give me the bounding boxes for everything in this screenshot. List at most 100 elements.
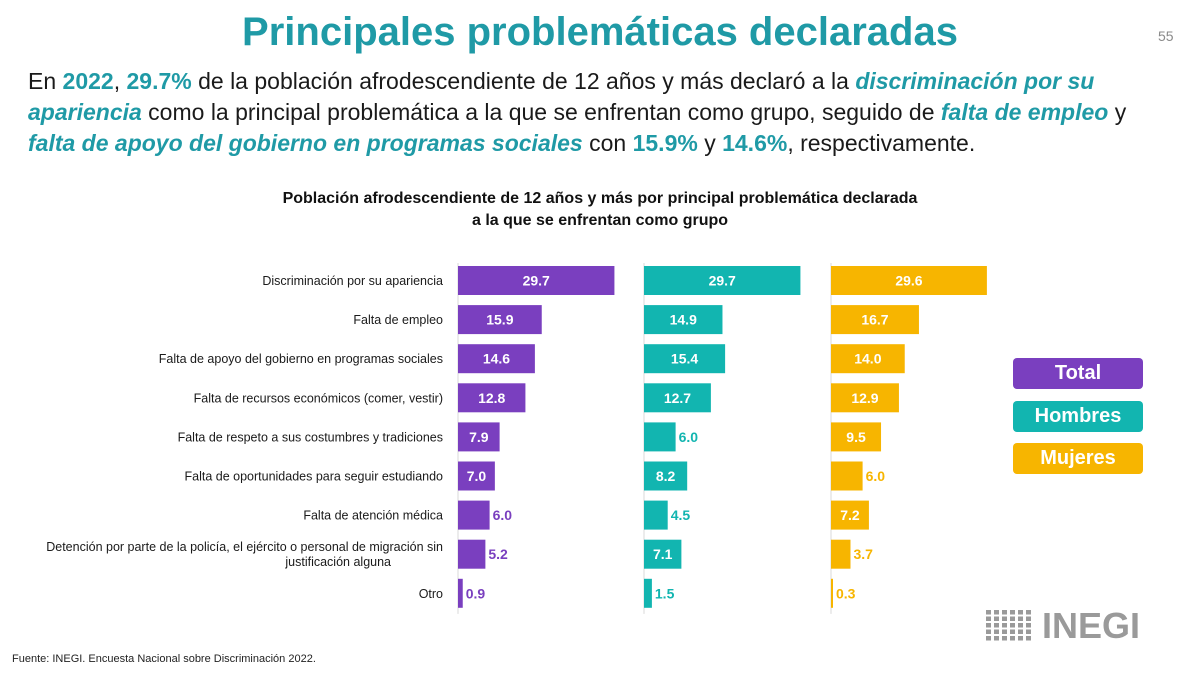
legend-hombres: Hombres [1013, 401, 1143, 432]
logo-dot [1026, 636, 1031, 641]
logo-dot [1002, 636, 1007, 641]
data-label: 0.3 [836, 585, 856, 601]
category-label: Otro [419, 587, 443, 601]
logo-dot [994, 629, 999, 634]
data-label: 5.2 [488, 546, 508, 562]
logo-dot [1010, 629, 1015, 634]
slide-title: Principales problemáticas declaradas [242, 10, 958, 54]
bar-mujeres [831, 500, 869, 530]
data-label: 1.5 [655, 585, 675, 601]
logo-dot [1002, 610, 1007, 615]
bar-hombres [644, 539, 682, 569]
legend-total: Total [1013, 358, 1143, 389]
bar-mujeres [831, 344, 905, 374]
logo-dot [1002, 629, 1007, 634]
bar-mujeres [831, 266, 987, 295]
data-label: 7.9 [469, 429, 489, 445]
logo-dot [1002, 623, 1007, 628]
source-note: Fuente: INEGI. Encuesta Nacional sobre D… [12, 653, 316, 665]
data-label: 8.2 [656, 468, 676, 484]
logo-dot [994, 616, 999, 621]
logo-dot [986, 610, 991, 615]
data-label: 9.5 [846, 429, 866, 445]
category-label: Discriminación por su apariencia [262, 274, 443, 288]
data-label: 14.9 [670, 312, 697, 328]
intro-highlight: falta de empleo [940, 99, 1109, 125]
data-label: 6.0 [679, 429, 699, 445]
bar-mujeres [831, 383, 899, 413]
bar-hombres [644, 344, 726, 374]
data-label: 15.9 [486, 312, 513, 328]
logo-dot [1018, 629, 1023, 634]
data-label: 7.2 [840, 507, 860, 523]
category-label: Falta de respeto a sus costumbres y trad… [178, 430, 443, 444]
logo-dot [1026, 623, 1031, 628]
page-number: 55 [1158, 28, 1174, 44]
logo-dot [986, 616, 991, 621]
data-label: 12.8 [478, 390, 505, 406]
bar-mujeres [831, 539, 851, 569]
bar-hombres [644, 266, 801, 295]
logo-dot [1018, 636, 1023, 641]
logo-dot [1010, 616, 1015, 621]
logo-dot [1010, 623, 1015, 628]
data-label: 15.4 [671, 351, 698, 367]
data-label: 0.9 [466, 585, 486, 601]
logo-dot [994, 610, 999, 615]
bar-mujeres [831, 305, 919, 335]
intro-text: y [1108, 99, 1127, 125]
bar-hombres [644, 305, 723, 335]
bar-total [458, 539, 486, 569]
bar-hombres [644, 500, 668, 530]
category-label: Falta de recursos económicos (comer, ves… [194, 391, 443, 405]
intro-text: y [697, 130, 723, 156]
data-label: 29.7 [709, 273, 736, 289]
category-label: Falta de empleo [353, 313, 443, 327]
category-label: Detención por parte de la policía, el ej… [46, 540, 443, 569]
category-label: Falta de oportunidades para seguir estud… [184, 470, 443, 484]
logo-dot [1026, 610, 1031, 615]
data-label: 14.6 [483, 351, 510, 367]
category-label: Falta de atención médica [303, 509, 443, 523]
bar-total [458, 344, 535, 374]
intro-text: con [582, 130, 633, 156]
bar-hombres [644, 578, 652, 608]
intro-paragraph: En 2022, 29.7% de la población afrodesce… [28, 66, 1178, 159]
logo-dot [986, 623, 991, 628]
data-label: 12.9 [851, 390, 878, 406]
bar-mujeres [831, 578, 833, 608]
bar-mujeres [831, 461, 863, 491]
data-label: 29.7 [523, 273, 550, 289]
chart-title-line: Población afrodescendiente de 12 años y … [282, 190, 918, 207]
data-label: 7.0 [467, 468, 487, 484]
intro-text: como la principal problemática a la que … [141, 99, 941, 125]
bar-total [458, 383, 526, 413]
bar-mujeres [831, 422, 882, 452]
legend-mujeres: Mujeres [1013, 443, 1143, 474]
intro-percent: 29.7% [126, 68, 192, 94]
intro-percent: 14.6% [722, 130, 788, 156]
logo-dot [1010, 610, 1015, 615]
bar-hombres [644, 383, 711, 413]
data-label: 6.0 [493, 507, 513, 523]
bar-total [458, 305, 542, 335]
data-label: 16.7 [861, 312, 888, 328]
category-label: Falta de apoyo del gobierno en programas… [159, 352, 443, 366]
data-label: 14.0 [854, 351, 881, 367]
inegi-logo: INEGI [986, 606, 1140, 642]
intro-text: En [28, 68, 63, 94]
logo-dot [994, 636, 999, 641]
intro-text: , [113, 68, 127, 94]
bar-total [458, 461, 495, 491]
intro-highlight: falta de apoyo del gobierno en programas… [28, 130, 583, 156]
intro-percent: 15.9% [632, 130, 698, 156]
data-label: 12.7 [664, 390, 691, 406]
data-label: 4.5 [671, 507, 691, 523]
intro-text: , respectivamente. [787, 130, 976, 156]
chart-title-line: a la que se enfrentan como grupo [471, 212, 729, 229]
data-label: 3.7 [853, 546, 873, 562]
logo-dot [1018, 623, 1023, 628]
logo-dot [1026, 629, 1031, 634]
logo-dot [1026, 616, 1031, 621]
bar-hombres [644, 422, 676, 452]
